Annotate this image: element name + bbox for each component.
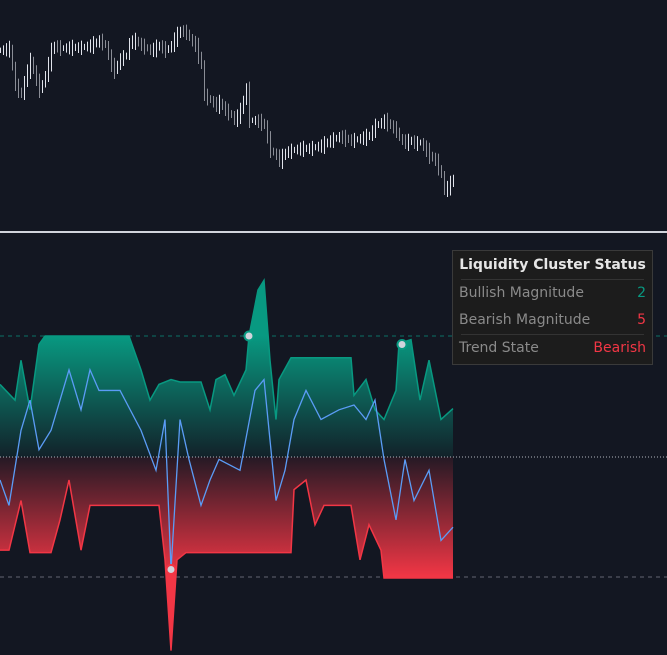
row-value: 5 [637, 312, 646, 328]
row-trend-state: Trend State Bearish [453, 335, 652, 362]
row-label: Bearish Magnitude [459, 312, 591, 328]
row-bullish-magnitude: Bullish Magnitude 2 [453, 280, 652, 307]
signal-marker [396, 338, 408, 350]
price-bars [0, 24, 454, 197]
signal-marker [243, 330, 255, 342]
table-title: Liquidity Cluster Status [459, 257, 646, 273]
divider [461, 334, 644, 335]
row-bearish-magnitude: Bearish Magnitude 5 [453, 307, 652, 334]
liquidity-cluster-status-table: Liquidity Cluster Status Bullish Magnitu… [452, 250, 653, 365]
signal-markers [165, 330, 408, 576]
bearish-edge [0, 478, 453, 651]
signal-marker [165, 564, 177, 576]
bullish-area [0, 280, 453, 457]
row-label: Bullish Magnitude [459, 285, 584, 301]
oscillator-line [0, 367, 454, 570]
row-value: 2 [637, 285, 646, 301]
divider [461, 279, 644, 280]
row-value: Bearish [593, 340, 646, 356]
row-label: Trend State [459, 340, 539, 356]
pane-divider[interactable] [0, 231, 667, 233]
